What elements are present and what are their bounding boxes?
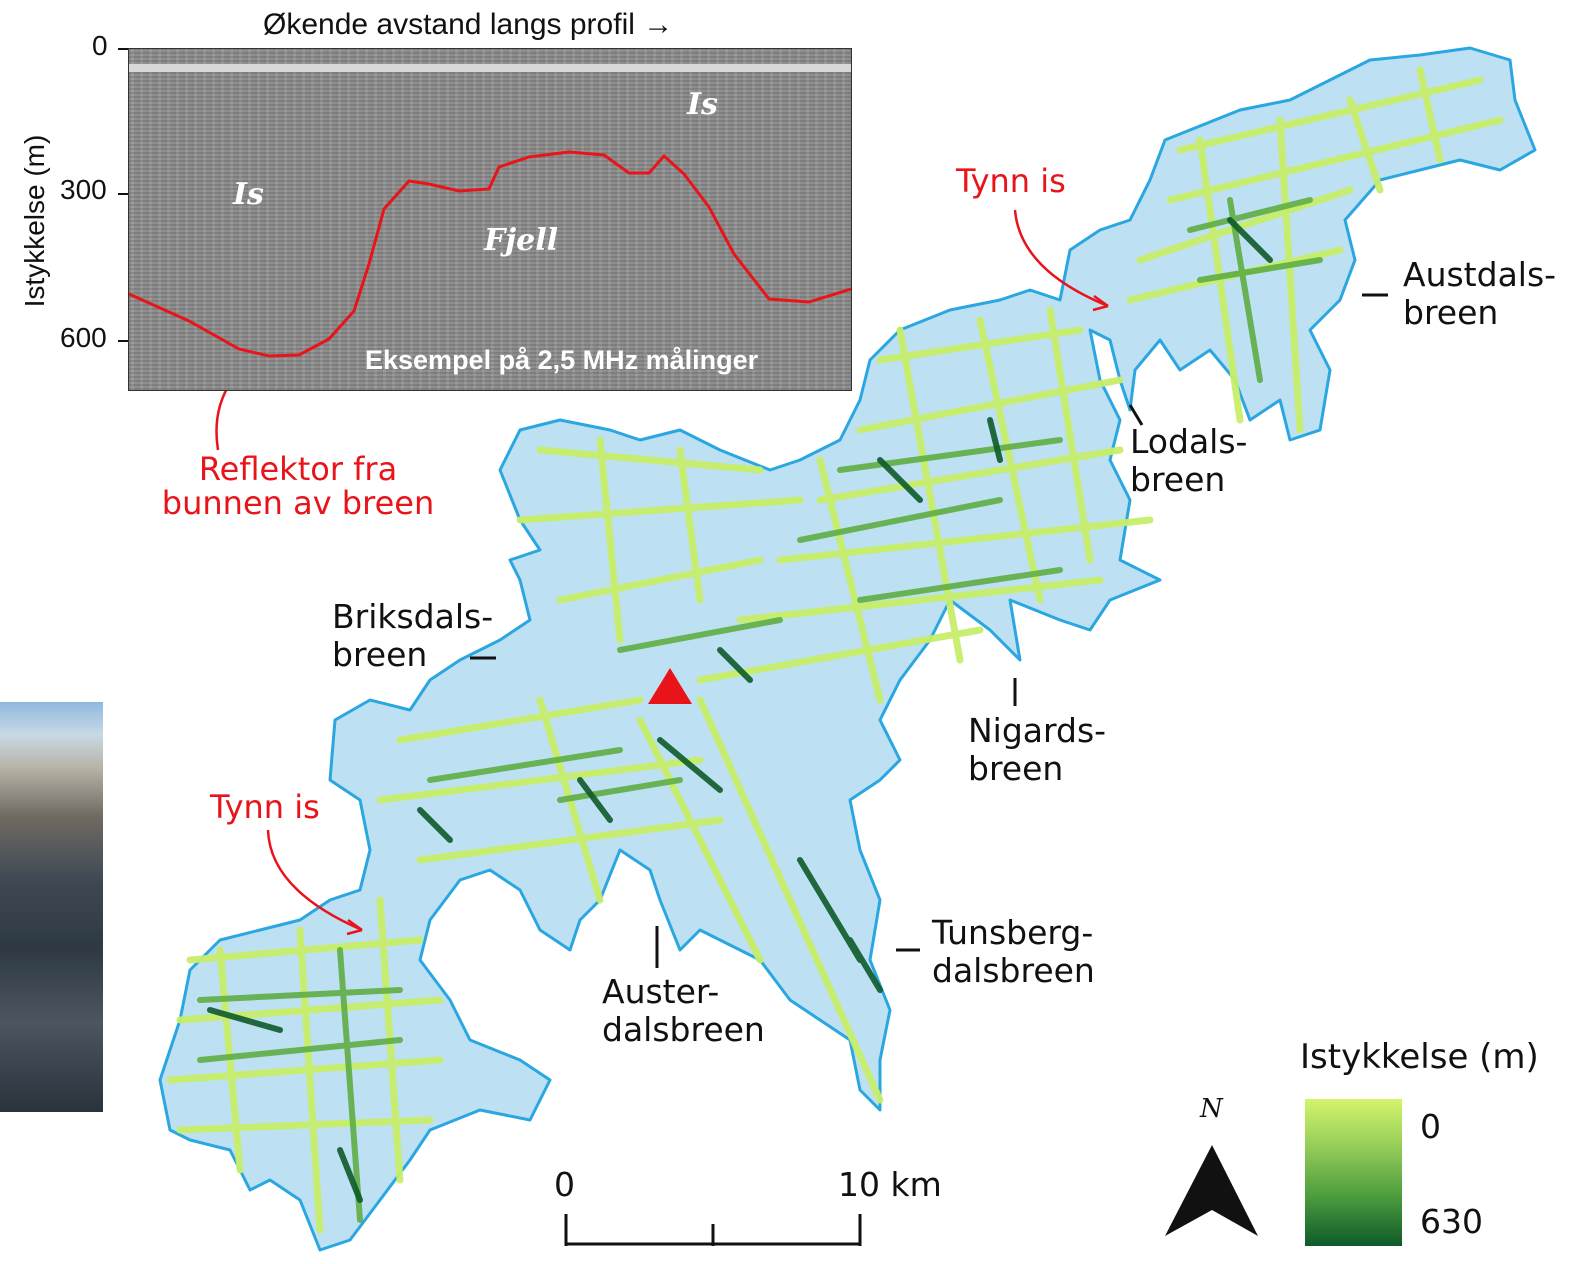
legend-title: Istykkelse (m) (1300, 1037, 1539, 1077)
lodals-leader (1128, 404, 1144, 426)
label-lodalsbreen: Lodals- breen (1130, 422, 1248, 499)
scale-start-label: 0 (554, 1165, 575, 1204)
label-nigardsbreen: Nigards- breen (968, 711, 1107, 788)
legend-min-label: 0 (1420, 1107, 1441, 1146)
label-tunsbergdalsbreen: Tunsberg- dalsbreen (932, 913, 1095, 990)
glacier-photo (0, 702, 103, 1112)
label-austerdalsbreen: Auster- dalsbreen (602, 972, 765, 1049)
legend-colorbar (1305, 1099, 1402, 1246)
radar-tracks (166, 66, 1504, 1234)
summit-marker (648, 668, 692, 704)
thin-ice-arrowhead-2 (346, 918, 363, 936)
radar-caption: Eksempel på 2,5 MHz målinger (365, 345, 759, 375)
radar-y-axis-label: Istykkelse (m) (19, 134, 50, 308)
label-briksdalsbreen: Briksdals- breen (332, 597, 494, 674)
radar-tick-mark-300 (118, 193, 128, 195)
bedrock-reflector (129, 150, 851, 358)
radar-ice-label-2: Is (687, 87, 718, 122)
radar-tick-mark-600 (118, 340, 128, 342)
radar-ice-label-1: Is (233, 177, 264, 212)
legend-max-label: 630 (1420, 1202, 1483, 1241)
radar-y-tick-600: 600 (60, 322, 107, 353)
radar-y-tick-300: 300 (60, 174, 107, 205)
thin-ice-label-bottom: Tynn is (210, 788, 320, 826)
radar-profile: Is Is Fjell Eksempel på 2,5 MHz målinger (128, 48, 852, 391)
radar-y-tick-0: 0 (92, 30, 108, 61)
thin-ice-arrow-1 (1013, 209, 1109, 308)
radar-top-label: Økende avstand langs profil → (263, 8, 674, 41)
north-label: N (1200, 1094, 1223, 1124)
radar-surface-band (129, 64, 851, 72)
scale-bar (564, 1214, 862, 1246)
scale-end-label: 10 km (838, 1165, 942, 1204)
reflector-note: Reflektor fra bunnen av breen (161, 450, 435, 522)
north-arrow-icon (1165, 1145, 1258, 1236)
thin-ice-arrowhead-1 (1092, 294, 1109, 312)
radar-tick-mark-0 (118, 48, 128, 50)
thin-ice-label-top: Tynn is (956, 162, 1066, 200)
thin-ice-arrow-2 (266, 829, 363, 932)
label-austdalsbreen: Austdals- breen (1403, 255, 1557, 332)
radar-bedrock-label: Fjell (484, 223, 559, 258)
